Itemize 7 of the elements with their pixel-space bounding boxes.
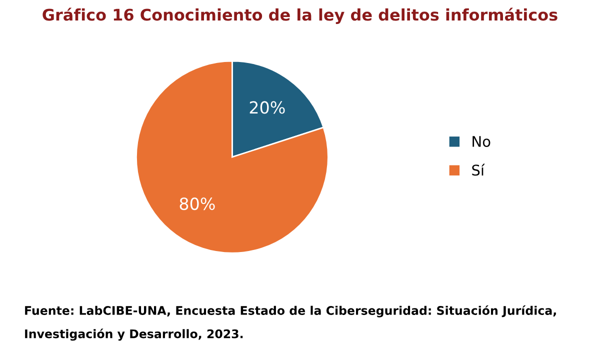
data-label: 20% [250, 101, 285, 114]
legend-label: Sí [472, 164, 485, 176]
data-label: 80% [180, 197, 215, 210]
source-note: Fuente: LabCIBE-UNA, Encuesta Estado de la Ciberseguridad: Situación Jurídica, Investigación y Desarrollo, 2023. [25, 305, 556, 341]
chart-title: Gráfico 16 Conocimiento de la ley de delitos informáticos [42, 8, 558, 24]
pie-slice [136, 60, 329, 254]
legend-label: No [472, 136, 490, 147]
